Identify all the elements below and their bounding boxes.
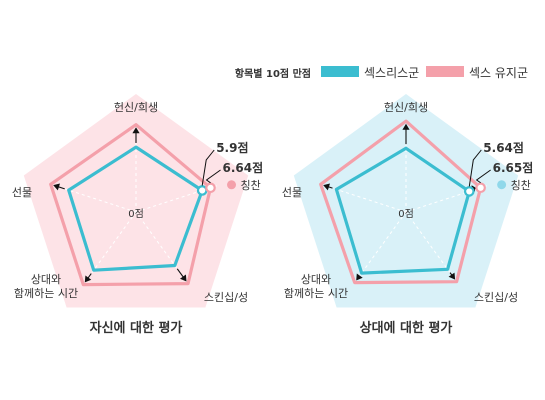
right-annotation-active: 6.65점 xyxy=(493,160,534,175)
legend-label-sexless: 섹스리스군 xyxy=(364,66,419,80)
left-axis-label-3-1: 함께하는 시간 xyxy=(14,286,78,300)
left-chart-title: 자신에 대한 평가 xyxy=(90,320,183,336)
left-marker-active xyxy=(205,182,216,194)
right-marker-active xyxy=(475,182,486,194)
right-series-active-line xyxy=(319,119,483,285)
left-arrow-head-4 xyxy=(53,183,60,191)
legend-swatch-sexless xyxy=(321,66,359,77)
right-arrow-head-4 xyxy=(323,183,330,191)
right-arrow-head-2 xyxy=(448,272,456,280)
right-spoke-2 xyxy=(405,211,457,282)
right-axis-label-0: 헌신/희생 xyxy=(384,101,428,114)
right-series-sexless-line xyxy=(334,146,471,275)
left-axis-label-4: 선물 xyxy=(12,186,32,199)
legend-note: 항목별 10점 만점 xyxy=(235,67,311,80)
left-spoke-3 xyxy=(85,211,137,282)
left-arrow-head-0 xyxy=(132,127,140,134)
left-spoke-4 xyxy=(55,185,137,213)
left-arrow-head-3 xyxy=(84,275,92,283)
right-axis-label-3-0: 상대와 xyxy=(301,273,331,286)
right-chart-title: 상대에 대한 평가 xyxy=(360,320,453,336)
right-axis-label-2: 스킨십/성 xyxy=(474,291,518,304)
left-highlight-dot xyxy=(227,180,237,190)
left-axis-label-1: 칭찬 xyxy=(241,178,261,192)
right-highlight-dot xyxy=(497,180,507,190)
left-spoke-2 xyxy=(135,211,187,282)
right-axis-label-4: 선물 xyxy=(282,186,302,199)
left-spoke-1 xyxy=(135,185,217,213)
right-arrow-head-3 xyxy=(356,273,363,281)
legend-label-active: 섹스 유지군 xyxy=(469,66,528,80)
left-axis-label-2: 스킨십/성 xyxy=(204,291,248,304)
right-callout-line-sexless xyxy=(468,149,482,187)
right-axis-label-1: 칭찬 xyxy=(511,178,531,192)
left-callout-line-sexless xyxy=(201,149,215,186)
left-axis-label-0: 헌신/희생 xyxy=(114,101,158,114)
right-callout-line-active xyxy=(475,169,491,184)
left-axis-label-3-0: 상대와 xyxy=(31,273,61,286)
legend-swatch-active xyxy=(426,66,464,77)
left-marker-sexless xyxy=(196,185,208,196)
left-series-sexless-line xyxy=(67,145,204,272)
right-arrow-head-0 xyxy=(402,123,410,130)
left-annotation-active: 6.64점 xyxy=(223,160,264,175)
right-center-label: 0점 xyxy=(398,208,414,220)
left-annotation-sexless: 5.9점 xyxy=(216,140,248,155)
right-spoke-4 xyxy=(325,185,407,213)
left-series-active-line xyxy=(49,123,213,287)
left-radar-background xyxy=(23,94,249,308)
right-spoke-3 xyxy=(355,211,407,282)
left-callout-line-active xyxy=(205,169,221,184)
right-axis-label-3-1: 함께하는 시간 xyxy=(284,286,348,300)
right-annotation-sexless: 5.64점 xyxy=(483,140,524,155)
left-center-label: 0점 xyxy=(128,208,144,220)
right-spoke-1 xyxy=(405,185,487,213)
right-marker-sexless xyxy=(463,186,475,197)
left-arrow-head-2 xyxy=(180,274,187,282)
